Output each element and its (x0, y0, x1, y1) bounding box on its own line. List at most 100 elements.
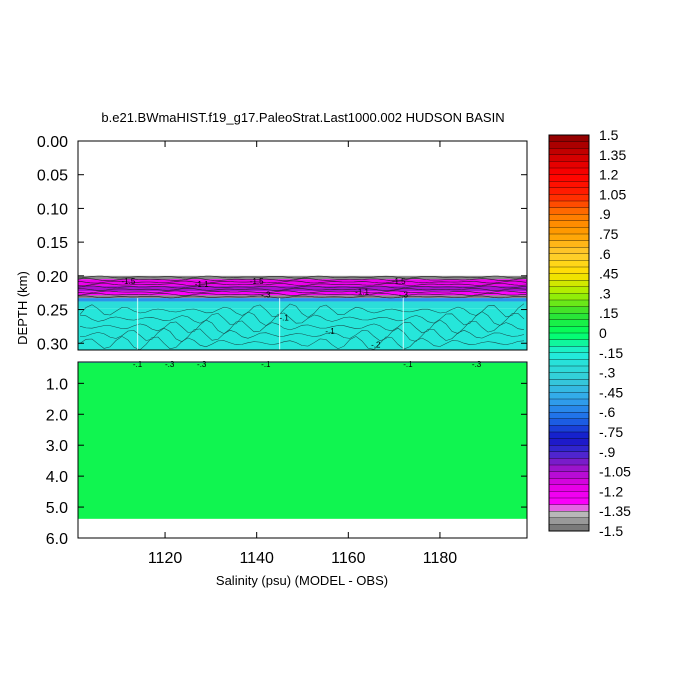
colorbar-label: 1.35 (599, 147, 626, 163)
contour-label: -.1 (261, 360, 271, 369)
upper-panel: -1.5 -1.5 -1.5 -1.1 -1.1 -.3 -.3 -.1 -.1 -.2 (77, 140, 528, 351)
colorbar-swatch (548, 207, 590, 215)
colorbar-swatch (548, 260, 590, 268)
contour-label: -.3 (165, 360, 175, 369)
colorbar-swatch (548, 194, 590, 202)
contour-line (79, 311, 525, 326)
colorbar-swatch (548, 359, 590, 367)
contour-line (77, 290, 526, 294)
contour-line (77, 292, 527, 296)
colorbar-swatch (548, 161, 590, 169)
y-axis-ticks: 0.00 0.05 0.10 0.15 0.20 0.25 0.30 1.0 2.0 3.0 4.0… (37, 134, 527, 548)
y-tick-label: 0.30 (37, 336, 68, 353)
colorbar: 1.5 1.35 1.2 1.05 .9 .75 .6 .45 .3 .15 0 -.15 -.3 -.4… (548, 127, 631, 539)
contour-line (79, 336, 525, 351)
colorbar-swatch (548, 134, 590, 143)
contour-label: -.3 (472, 360, 482, 369)
colorbar-swatch (548, 445, 590, 453)
contour-label: -.1 (133, 360, 143, 369)
colorbar-label: 1.05 (599, 186, 626, 202)
colorbar-label: .9 (599, 206, 611, 222)
colorbar-swatch (548, 372, 590, 380)
contour-label: -1.1 (195, 280, 209, 289)
y-tick-label: 2.0 (46, 407, 68, 424)
colorbar-swatch (548, 187, 590, 195)
colorbar-swatch (548, 392, 590, 400)
y-axis-label: DEPTH (km) (15, 271, 30, 345)
colorbar-swatch (548, 398, 590, 407)
contour-label: -.1 (325, 327, 335, 336)
y-tick-label: 0.25 (37, 303, 68, 320)
layer-fill-upper (78, 291, 527, 296)
colorbar-swatch (548, 379, 590, 387)
colorbar-swatch (548, 266, 590, 275)
colorbar-swatch (548, 253, 590, 261)
colorbar-swatch (548, 293, 590, 301)
upper-panel-frame (77, 140, 528, 351)
colorbar-swatch (548, 214, 590, 222)
colorbar-label: -.9 (599, 444, 616, 460)
layer-fill-upper (78, 279, 527, 286)
contour-line (77, 288, 527, 291)
colorbar-swatch (548, 471, 590, 479)
colorbar-swatch (548, 511, 590, 519)
colorbar-swatch (548, 451, 590, 459)
colorbar-swatch (548, 154, 590, 162)
layer-fill-upper (78, 295, 527, 299)
layer-fill-upper (78, 275, 527, 280)
colorbar-swatch (548, 233, 590, 242)
colorbar-swatch (548, 458, 590, 466)
colorbar-swatch (548, 220, 590, 228)
colorbar-swatch (548, 418, 590, 426)
contour-line (77, 295, 527, 299)
colorbar-swatch (548, 405, 590, 413)
colorbar-label: -.15 (599, 345, 623, 361)
colorbar-swatch (548, 346, 590, 354)
colorbar-swatch (548, 504, 590, 512)
colorbar-swatch (548, 365, 590, 374)
colorbar-label: .3 (599, 285, 611, 301)
layer-fill-upper (78, 298, 527, 302)
colorbar-label: .45 (599, 266, 619, 282)
colorbar-label: 0 (599, 325, 607, 341)
colorbar-label: .6 (599, 246, 611, 262)
contour-line (77, 278, 527, 281)
colorbar-swatch (548, 497, 590, 506)
colorbar-label: -1.5 (599, 523, 623, 539)
colorbar-label: .75 (599, 226, 619, 242)
x-tick-label: 1140 (239, 550, 274, 567)
contour-label: -.1 (280, 314, 290, 323)
colorbar-swatch (548, 339, 590, 347)
colorbar-swatch (548, 332, 590, 341)
y-tick-label: 3.0 (46, 438, 68, 455)
layer-fill-upper (78, 301, 527, 309)
colorbar-swatch (548, 148, 590, 156)
colorbar-swatch (548, 181, 590, 189)
colorbar-label: -.75 (599, 424, 623, 440)
colorbar-label: -1.2 (599, 483, 623, 499)
x-tick-label: 1120 (148, 550, 183, 567)
colorbar-swatch (548, 306, 590, 314)
colorbar-label: -.6 (599, 404, 616, 420)
lower-panel-frame (77, 361, 528, 539)
colorbar-swatch (548, 478, 590, 486)
x-tick-label: 1180 (423, 550, 458, 567)
lower-panel: -.1 -.3 -.3 -.1 -.1 -.3 (77, 360, 528, 539)
y-tick-label: 0.10 (37, 201, 68, 218)
contour-label: -1.5 (392, 277, 406, 286)
contour-label: -.3 (197, 360, 207, 369)
colorbar-swatch (548, 524, 590, 532)
y-tick-label: 5.0 (46, 500, 68, 517)
colorbar-swatch (548, 299, 590, 308)
y-tick-label: 0.05 (37, 168, 68, 185)
colorbar-label: -.45 (599, 384, 623, 400)
colorbar-swatch (548, 319, 590, 327)
colorbar-frame (548, 134, 590, 532)
contour-label: -.3 (399, 291, 409, 300)
colorbar-swatch (548, 484, 590, 492)
y-tick-label: 1.0 (46, 376, 68, 393)
contour-label: -.1 (403, 360, 413, 369)
colorbar-swatch (548, 313, 590, 321)
contour-label: -.3 (261, 291, 271, 300)
